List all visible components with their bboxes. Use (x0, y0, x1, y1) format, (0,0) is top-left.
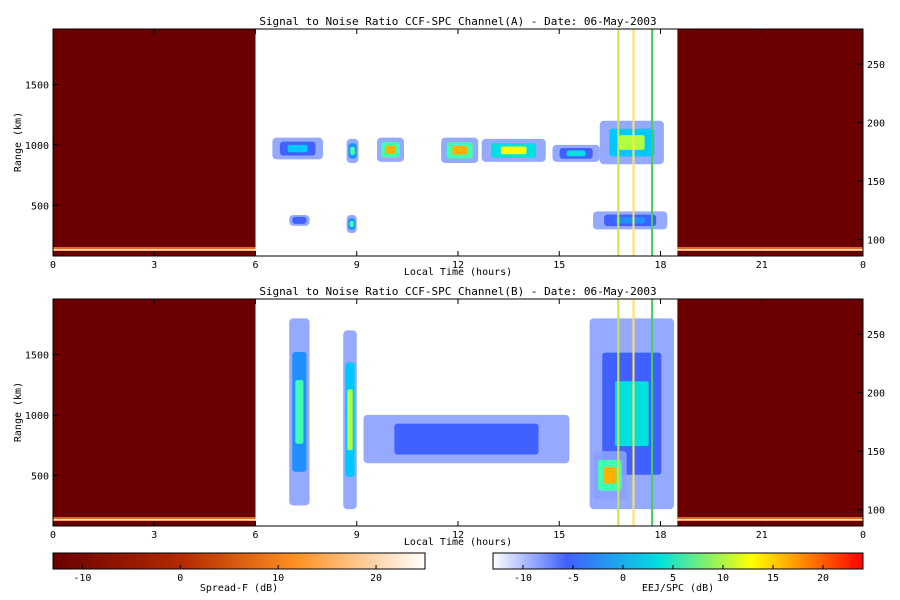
panel-a-y2tick-label: 150 (867, 177, 885, 188)
panel-a-echo-core (452, 146, 468, 155)
panel-b-xtick-label: 15 (553, 530, 565, 541)
panel-a: Signal to Noise Ratio CCF-SPC Channel(A)… (13, 15, 885, 278)
panel-b-xtick-label: 21 (756, 530, 768, 541)
panel-a-xlabel: Local Time (hours) (404, 267, 512, 278)
panel-b-xtick-label: 0 (860, 530, 866, 541)
colorbar-spread-f-bar (52, 552, 426, 570)
panel-a-spread-f-band-core (53, 249, 256, 251)
panel-a-ylabel: Range (km) (13, 112, 24, 172)
panel-a-echo-core (615, 217, 645, 224)
colorbar-eej-label: EEJ/SPC (dB) (642, 583, 714, 594)
colorbar-eej-tick-label: 5 (670, 573, 676, 584)
panel-a-y2tick-label: 250 (867, 60, 885, 71)
panel-b-y2tick-label: 250 (867, 330, 885, 341)
panel-a-xtick-label: 12 (452, 260, 464, 271)
panel-b-xtick-label: 0 (50, 530, 56, 541)
colorbar-eej-tick-label: 15 (767, 573, 779, 584)
colorbar-eej-tick-label: -5 (567, 573, 579, 584)
colorbar-eej-ticks: -10 -5 0 5 10 15 20 (514, 565, 829, 584)
panel-a-spread-f-region (53, 29, 256, 256)
panel-b-ytick-label: 1000 (25, 411, 49, 422)
panel-b-xtick-label: 18 (654, 530, 666, 541)
panel-a-xtick-label: 9 (354, 260, 360, 271)
panel-a-ticks: 0 3 6 9 12 15 18 21 0 500 1000 1500 100 150 200 250 (25, 29, 885, 271)
panel-a-ytick-label: 1000 (25, 141, 49, 152)
panel-b-title: Signal to Noise Ratio CCF-SPC Channel(B)… (259, 285, 656, 298)
colorbar-spread-f-ticks: -10 0 10 20 (73, 565, 382, 584)
panel-b-echo-core (614, 381, 649, 447)
panel-b: Signal to Noise Ratio CCF-SPC Channel(B)… (13, 285, 885, 548)
panel-a-echo-core (350, 146, 355, 156)
panel-b-xtick-label: 6 (252, 530, 258, 541)
panel-b-y2tick-label: 100 (867, 506, 885, 517)
panel-a-echo-core (385, 145, 396, 154)
colorbar-eej-tick-label: 0 (620, 573, 626, 584)
panel-a-spread-f-band-core (677, 249, 863, 251)
panel-b-spread-f-region (53, 299, 256, 526)
panel-a-y2tick-label: 100 (867, 236, 885, 247)
panel-a-xtick-label: 18 (654, 260, 666, 271)
colorbar-eej-bar (492, 552, 864, 570)
panel-a-echo-core (566, 150, 586, 157)
panel-b-spread-f-band-core (677, 519, 863, 521)
panel-b-ytick-label: 500 (31, 471, 49, 482)
panel-a-ytick-label: 500 (31, 201, 49, 212)
panel-b-xtick-label: 12 (452, 530, 464, 541)
panel-b-spread-f-band-core (53, 519, 256, 521)
panel-a-xtick-label: 0 (860, 260, 866, 271)
panel-b-y2tick-label: 200 (867, 389, 885, 400)
panel-a-echo-core (349, 220, 354, 228)
colorbar-eej-tick-label: -10 (514, 573, 532, 584)
panel-a-xtick-label: 3 (151, 260, 157, 271)
panel-b-ylabel: Range (km) (13, 382, 24, 442)
colorbar-spread-f: -10 0 10 20 Spread-F (dB) (52, 552, 426, 594)
panel-b-ticks: 0 3 6 9 12 15 18 21 0 500 1000 1500 100 150 200 250 (25, 299, 885, 541)
panel-b-y2tick-label: 150 (867, 447, 885, 458)
panel-a-ytick-label: 1500 (25, 81, 49, 92)
panel-b-content (53, 299, 863, 526)
panel-a-xtick-label: 0 (50, 260, 56, 271)
panel-a-echo-core (295, 218, 304, 223)
colorbar-eej: -10 -5 0 5 10 15 20 EEJ/SPC (dB) (492, 552, 864, 594)
panel-b-xtick-label: 3 (151, 530, 157, 541)
colorbar-eej-tick-label: 10 (717, 573, 729, 584)
colorbar-spread-f-tick-label: 10 (272, 573, 284, 584)
panel-b-xlabel: Local Time (hours) (404, 537, 512, 548)
panel-b-ytick-label: 1500 (25, 351, 49, 362)
colorbar-spread-f-label: Spread-F (dB) (200, 583, 278, 594)
panel-a-content (53, 29, 863, 256)
panel-b-echo-core (425, 430, 508, 448)
colorbar-spread-f-tick-label: 0 (177, 573, 183, 584)
panel-a-title: Signal to Noise Ratio CCF-SPC Channel(A)… (259, 15, 656, 28)
panel-b-echo-core (603, 467, 617, 484)
panel-a-echo-core (287, 144, 308, 153)
panel-a-echo-core (500, 146, 527, 155)
panel-b-echo-core (295, 380, 304, 444)
panel-a-y2tick-label: 200 (867, 119, 885, 130)
panel-a-xtick-label: 15 (553, 260, 565, 271)
panel-b-spread-f-region (677, 299, 863, 526)
panel-b-echo-core (347, 389, 353, 451)
panel-b-xtick-label: 9 (354, 530, 360, 541)
colorbar-spread-f-tick-label: 20 (370, 573, 382, 584)
colorbar-eej-tick-label: 20 (817, 573, 829, 584)
panel-a-xtick-label: 21 (756, 260, 768, 271)
panel-a-xtick-label: 6 (252, 260, 258, 271)
colorbar-spread-f-tick-label: -10 (73, 573, 91, 584)
panel-a-spread-f-region (677, 29, 863, 256)
panel-a-echo-core (618, 135, 645, 150)
